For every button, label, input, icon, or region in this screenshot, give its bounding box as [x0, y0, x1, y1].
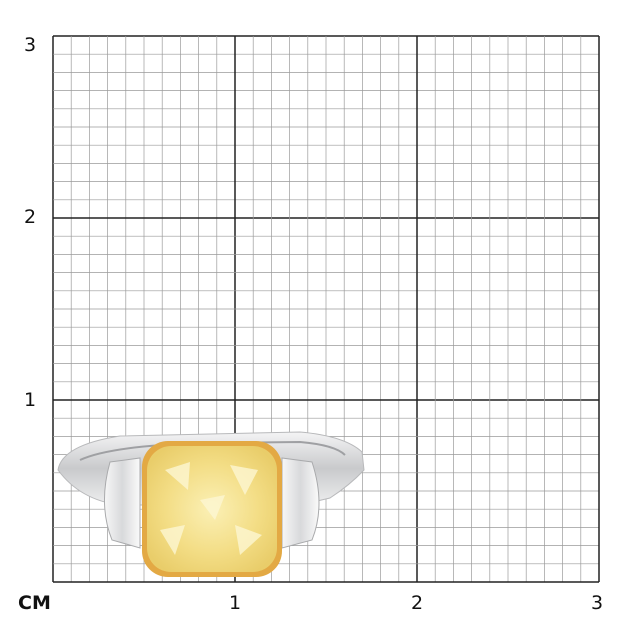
y-label-1: 1	[24, 389, 37, 411]
unit-label: CM	[18, 592, 51, 614]
y-label-2: 2	[24, 206, 37, 228]
x-label-1: 1	[229, 592, 242, 614]
x-label-2: 2	[411, 592, 424, 614]
y-label-3: 3	[24, 34, 37, 56]
x-label-3: 3	[591, 592, 604, 614]
